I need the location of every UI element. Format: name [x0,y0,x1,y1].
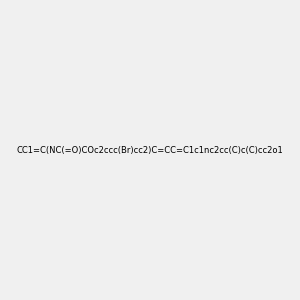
Text: CC1=C(NC(=O)COc2ccc(Br)cc2)C=CC=C1c1nc2cc(C)c(C)cc2o1: CC1=C(NC(=O)COc2ccc(Br)cc2)C=CC=C1c1nc2c… [16,146,283,154]
